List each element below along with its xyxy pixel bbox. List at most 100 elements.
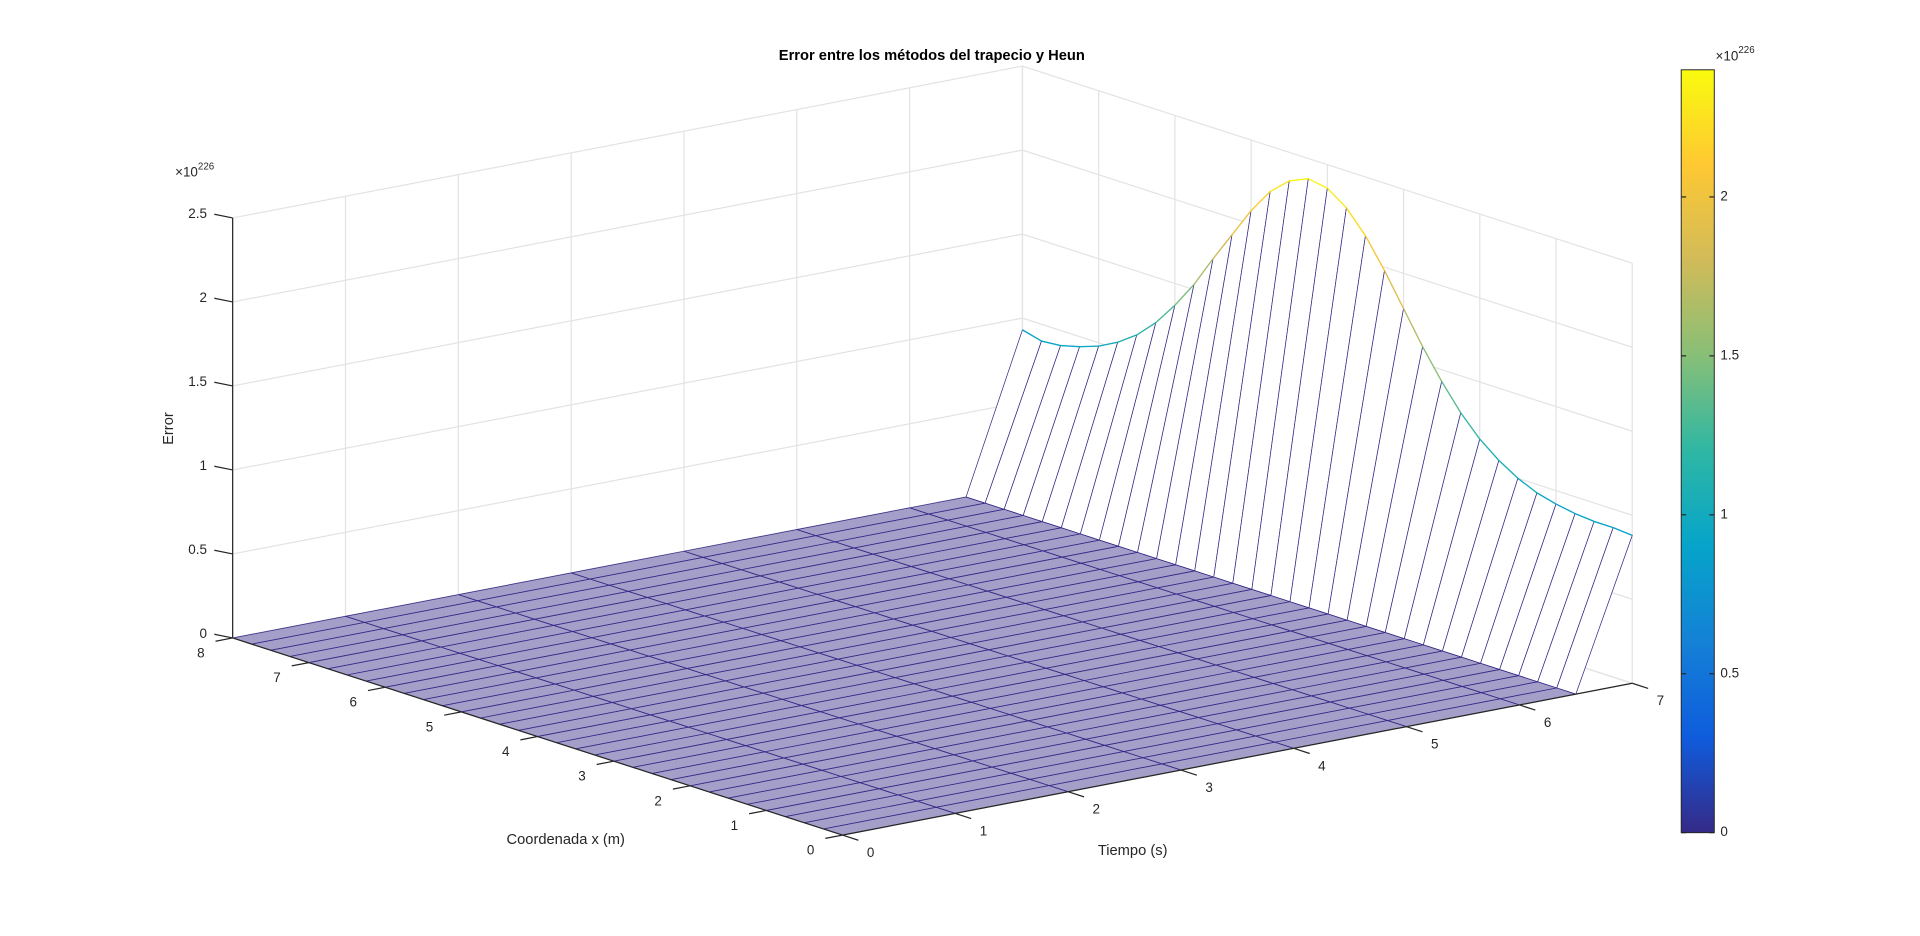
x-tick xyxy=(842,834,859,841)
z-tick xyxy=(214,549,233,555)
x-tick-label: 0 xyxy=(867,845,874,860)
mesh-edge xyxy=(1193,258,1214,285)
mesh-edge xyxy=(1136,322,1157,336)
grid-line xyxy=(232,149,1023,303)
colorbar-multiplier: ×10226 xyxy=(1716,45,1756,63)
mesh-edge xyxy=(1289,178,1309,182)
x-axis-label: Tiempo (s) xyxy=(1098,843,1168,859)
mesh-edge xyxy=(1269,180,1290,193)
z-tick-label: 1.5 xyxy=(188,374,207,389)
y-tick xyxy=(367,686,386,692)
z-tick xyxy=(214,633,233,639)
x-tick-label: 2 xyxy=(1093,802,1100,817)
y-tick xyxy=(825,834,843,840)
z-tick-label: 2.5 xyxy=(188,206,207,221)
grid-line xyxy=(232,401,1023,555)
mesh-edge xyxy=(1117,334,1138,343)
mesh-edge xyxy=(1060,344,1080,348)
y-tick-label: 3 xyxy=(578,769,585,784)
y-tick-label: 2 xyxy=(654,793,661,808)
mesh-edge xyxy=(1422,346,1443,382)
z-tick-label: 0 xyxy=(199,626,206,641)
x-tick-label: 3 xyxy=(1205,780,1212,795)
colorbar-multiplier-exponent: 226 xyxy=(1738,45,1755,56)
x-tick-label: 7 xyxy=(1657,693,1664,708)
z-tick-label: 0.5 xyxy=(188,542,207,557)
mesh-edge xyxy=(1041,340,1061,347)
mesh-edge xyxy=(1155,304,1176,324)
z-tick xyxy=(214,465,233,471)
chart-title: Error entre los métodos del trapecio y H… xyxy=(779,48,1085,64)
x-tick xyxy=(1293,747,1310,755)
mesh-edge xyxy=(1022,329,1042,342)
mesh-edge xyxy=(1231,210,1252,236)
y-axis-label: Coordenada x (m) xyxy=(507,832,625,848)
z-tick xyxy=(214,213,233,219)
y-tick-label: 6 xyxy=(350,695,357,710)
x-axis-line xyxy=(842,682,1633,836)
z-tick-label: 2 xyxy=(199,290,206,305)
mesh-edge xyxy=(1441,381,1462,414)
y-tick-label: 4 xyxy=(502,744,510,759)
grid-line xyxy=(232,233,1023,387)
x-tick-label: 5 xyxy=(1431,737,1438,752)
colorbar xyxy=(1680,69,1715,834)
y-tick-label: 8 xyxy=(197,645,204,660)
colorbar-tick-label: 1 xyxy=(1720,506,1727,521)
x-tick-label: 4 xyxy=(1318,758,1326,773)
x-tick xyxy=(1067,791,1085,798)
mesh-edge xyxy=(1460,412,1481,440)
x-tick xyxy=(1180,769,1198,776)
x-tick xyxy=(1632,682,1649,689)
z-tick xyxy=(214,381,233,387)
colorbar-tick-label: 1.5 xyxy=(1720,347,1739,362)
plot-area: Error entre los métodos del trapecio y H… xyxy=(161,45,1755,860)
grid-line xyxy=(1022,65,1633,264)
mesh-edge xyxy=(1536,492,1557,505)
y-tick xyxy=(444,711,462,716)
colorbar-tick-label: 2 xyxy=(1720,189,1727,204)
mesh-edge xyxy=(1212,234,1233,260)
mesh-edge xyxy=(1079,345,1099,348)
mesh-edge xyxy=(1555,503,1576,515)
mesh-edge xyxy=(1250,191,1271,212)
grid-line xyxy=(232,65,1023,219)
y-tick xyxy=(215,637,233,642)
mesh-edge xyxy=(1174,284,1195,306)
mesh-edge xyxy=(1593,520,1614,529)
mesh-edge xyxy=(1574,512,1595,523)
colorbar-tick-label: 0 xyxy=(1720,824,1727,839)
colorbar-multiplier-base: ×10 xyxy=(1716,48,1739,63)
grid-line xyxy=(232,317,1023,471)
mesh-edge xyxy=(1517,477,1538,494)
mesh-edge xyxy=(1307,178,1328,189)
z-axis-label: Error xyxy=(161,412,177,445)
mesh-edge xyxy=(1612,526,1633,537)
x-tick-label: 1 xyxy=(980,823,987,838)
x-tick xyxy=(1519,704,1536,711)
mesh-edge xyxy=(1364,235,1386,271)
z-tick-label: 1 xyxy=(199,458,206,473)
colorbar-tick-label: 0.5 xyxy=(1720,665,1739,680)
z-multiplier-base: ×10 xyxy=(175,164,198,179)
y-tick xyxy=(596,760,614,766)
x-tick-label: 6 xyxy=(1544,715,1551,730)
y-tick xyxy=(291,662,309,667)
y-tick-label: 5 xyxy=(426,719,433,734)
y-tick-label: 1 xyxy=(731,818,738,833)
y-tick xyxy=(520,735,538,741)
mesh-edge xyxy=(1479,438,1500,461)
x-tick xyxy=(1406,726,1423,733)
mesh-edge xyxy=(1326,187,1347,209)
mesh-edge xyxy=(1402,308,1424,347)
y-tick-label: 7 xyxy=(273,670,280,685)
mesh-edge xyxy=(1383,270,1405,309)
z-multiplier: ×10226 xyxy=(175,161,215,179)
y-tick xyxy=(748,809,767,815)
z-tick xyxy=(214,297,233,303)
z-multiplier-exponent: 226 xyxy=(198,161,215,172)
mesh-edge xyxy=(1345,207,1367,237)
mesh-edge xyxy=(1498,459,1519,479)
